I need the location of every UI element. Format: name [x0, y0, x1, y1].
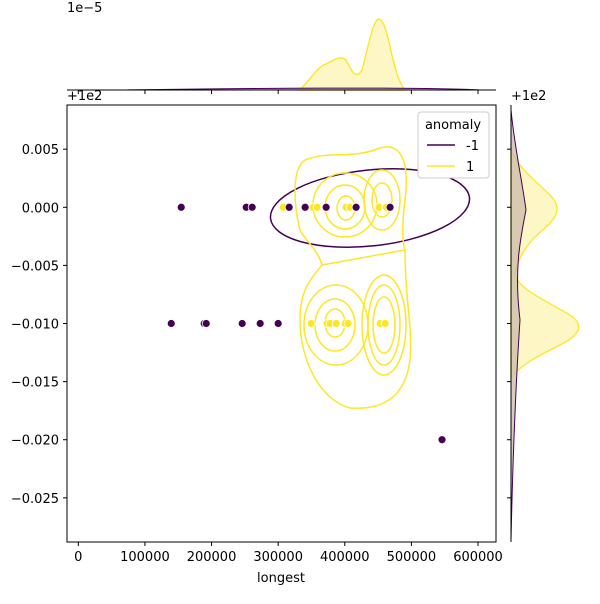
x-tick-label: 100000 [120, 550, 170, 565]
top-scale-label: 1e−5 [67, 1, 102, 16]
contour-outer-bottom [299, 249, 412, 409]
point-anomaly-1 [306, 319, 316, 328]
contour [361, 274, 407, 376]
right-offset-label: +1e2 [511, 89, 546, 104]
right-marginal: +1e2 [510, 89, 580, 542]
contour [372, 296, 396, 354]
x-tick-label: 500000 [387, 550, 437, 565]
contour [363, 169, 401, 231]
point-anomaly--1 [300, 202, 310, 212]
legend-label-1: 1 [466, 160, 474, 175]
y-tick-label: −0.015 [11, 376, 59, 391]
x-tick-label: 200000 [187, 550, 237, 565]
point-anomaly-1 [343, 319, 353, 328]
top-marginal: 1e−5 [67, 1, 496, 91]
x-tick-label: 400000 [320, 550, 370, 565]
right-kde-anomaly-neg1 [510, 109, 527, 541]
point-anomaly--1 [255, 319, 265, 328]
point-anomaly--1 [284, 202, 294, 212]
y-tick-label: −0.020 [11, 434, 59, 449]
y-tick-label: 0.005 [22, 143, 59, 158]
contour-outer-top [294, 146, 407, 266]
legend-label-neg1: -1 [466, 139, 479, 154]
legend: anomaly -1 1 [417, 111, 490, 179]
y-tick-label: 0.000 [22, 201, 59, 216]
point-anomaly--1 [351, 202, 361, 212]
point-anomaly--1 [273, 319, 283, 328]
y-tick-label: −0.005 [11, 259, 59, 274]
y-tick-label: −0.025 [11, 492, 59, 507]
point-anomaly-1 [312, 202, 322, 212]
top-kde-anomaly-1 [298, 18, 407, 91]
legend-title: anomaly [425, 118, 481, 133]
x-offset-label: +1e2 [67, 89, 102, 104]
x-tick-label: 0 [74, 550, 82, 565]
x-tick-label: 300000 [253, 550, 303, 565]
point-anomaly--1 [201, 319, 211, 328]
point-anomaly--1 [247, 202, 257, 212]
point-anomaly--1 [321, 202, 331, 212]
point-anomaly-1 [331, 319, 341, 328]
point-anomaly--1 [176, 202, 186, 212]
x-axis-label: longest [257, 571, 305, 586]
main-axes: +1e2 0 100000 200000 300000 400000 500000 6000… [11, 89, 511, 586]
contour [371, 182, 393, 218]
point-anomaly--1 [437, 435, 447, 445]
contour [367, 284, 401, 366]
kde-contours [269, 146, 471, 409]
contour-anomaly-neg1 [269, 168, 471, 248]
point-anomaly--1 [385, 202, 395, 212]
point-anomaly--1 [237, 319, 247, 328]
point-anomaly-1 [380, 319, 390, 328]
y-tick-label: −0.010 [11, 318, 59, 333]
point-anomaly--1 [166, 319, 176, 328]
x-tick-label: 600000 [453, 550, 503, 565]
